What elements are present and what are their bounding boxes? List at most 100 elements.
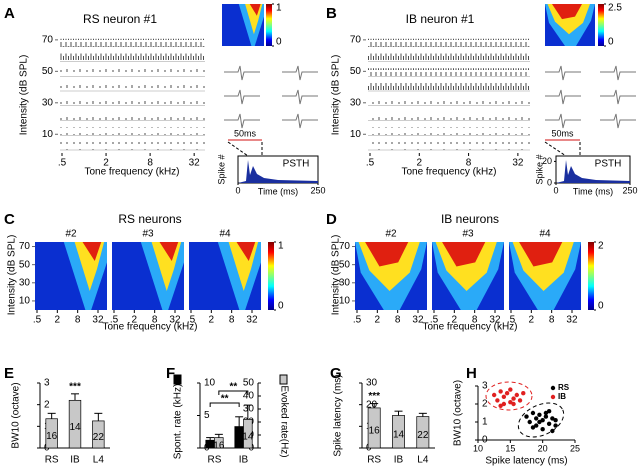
x-axis-label: Tone frequency (kHz) — [422, 322, 517, 333]
raster-row — [368, 127, 530, 136]
y-tick-label: 1 — [482, 417, 488, 428]
x-tick-label: 2 — [55, 315, 61, 326]
panel-title: IB neuron #1 — [406, 12, 475, 26]
connector — [227, 141, 249, 157]
panel-letter: E — [4, 365, 14, 382]
colorbar-tick-label: 1 — [276, 3, 282, 14]
point — [550, 416, 555, 421]
waveform — [282, 89, 318, 105]
y-tick-label: 10 — [19, 296, 31, 307]
n-label: 16 — [46, 431, 58, 442]
y-tick-label: 30 — [366, 378, 378, 389]
point — [504, 391, 510, 396]
bar — [68, 399, 82, 449]
psth-histogram — [238, 160, 318, 183]
psth-y-label: Spike # — [216, 154, 226, 184]
raster-row — [368, 38, 530, 47]
point — [546, 421, 552, 426]
n-label: 14 — [393, 429, 405, 440]
raster-row — [60, 68, 205, 77]
cluster-outline — [485, 381, 533, 411]
psth-x-label: Time (ms) — [573, 186, 613, 196]
subpanel-label: #3 — [462, 229, 474, 240]
waveform — [224, 113, 260, 129]
point — [527, 419, 532, 425]
y-tick-label: 50 — [243, 378, 255, 389]
significance: *** — [368, 391, 380, 402]
x-tick-label: RS — [208, 455, 222, 466]
raster-row — [368, 53, 530, 62]
legend-label: RS — [558, 383, 570, 392]
point — [553, 423, 558, 428]
waveform — [600, 89, 636, 105]
subpanel-label: #3 — [142, 229, 154, 240]
point — [553, 418, 558, 423]
bracket — [209, 402, 240, 407]
y-tick-label: 30 — [42, 97, 54, 108]
heatmap — [355, 242, 427, 310]
y-tick-label: 5 — [204, 410, 210, 421]
panel-letter: C — [4, 211, 15, 228]
point — [543, 414, 549, 419]
x-tick-label: 20 — [538, 443, 548, 453]
raster-row — [368, 142, 530, 150]
waveform — [545, 65, 581, 81]
x-tick-label: L4 — [93, 455, 105, 466]
significance: ** — [229, 382, 237, 393]
x-tick-label: 8 — [466, 158, 472, 169]
point — [511, 396, 516, 401]
x-axis-label: Tone frequency (kHz) — [401, 167, 496, 178]
heatmap — [189, 242, 261, 310]
point — [495, 398, 500, 403]
x-tick-label: 8 — [75, 315, 81, 326]
y-tick-label: 30 — [339, 277, 351, 288]
point — [534, 423, 539, 428]
bar — [392, 415, 405, 449]
waveform — [282, 113, 318, 129]
x-axis-label: Spike latency (ms) — [485, 456, 567, 467]
n-label: 14 — [242, 431, 254, 442]
point — [491, 392, 497, 398]
colorbar — [598, 4, 604, 46]
waveform — [282, 65, 318, 81]
point — [498, 389, 503, 394]
panel-title: IB neurons — [441, 212, 499, 226]
y-tick-label: 70 — [339, 241, 351, 252]
heatmap — [112, 242, 184, 310]
bar — [243, 419, 253, 449]
panel-letter: F — [166, 365, 175, 382]
bracket — [218, 390, 249, 395]
point — [517, 398, 523, 403]
psth-x-tick-label: 250 — [622, 185, 637, 195]
y-tick-label: 10 — [350, 129, 362, 140]
psth-x-tick-label: 0 — [235, 185, 240, 195]
y-tick-label: 10 — [42, 129, 54, 140]
x-axis-label: Tone frequency (kHz) — [84, 167, 179, 178]
bar — [214, 437, 224, 449]
psth-y-tick-label: 20 — [542, 156, 552, 166]
waveform — [600, 65, 636, 81]
panel-letter: D — [326, 211, 337, 228]
raster-row — [60, 38, 205, 47]
y-tick-label: 2 — [482, 399, 488, 410]
x-tick-label: 2 — [209, 315, 215, 326]
y-axis-label: Spike latency (ms) — [333, 374, 344, 456]
panel-letter: A — [4, 5, 15, 22]
point — [530, 425, 536, 430]
legend-swatch — [173, 374, 182, 385]
scale-bar-label: 50ms — [551, 128, 574, 138]
point — [546, 409, 552, 414]
heatmap — [35, 242, 107, 310]
significance: ** — [221, 394, 229, 405]
psth-x-tick-label: 250 — [310, 185, 325, 195]
x-tick-label: IB — [239, 455, 249, 466]
x-tick-label: RS — [367, 455, 381, 466]
raster-row — [368, 68, 530, 77]
x-tick-label: 32 — [512, 158, 524, 169]
bar — [416, 416, 430, 449]
y-tick-label: 50 — [339, 259, 351, 270]
y-tick-label: 50 — [350, 66, 362, 77]
y-tick-label: 3 — [44, 378, 50, 389]
point — [550, 428, 555, 434]
